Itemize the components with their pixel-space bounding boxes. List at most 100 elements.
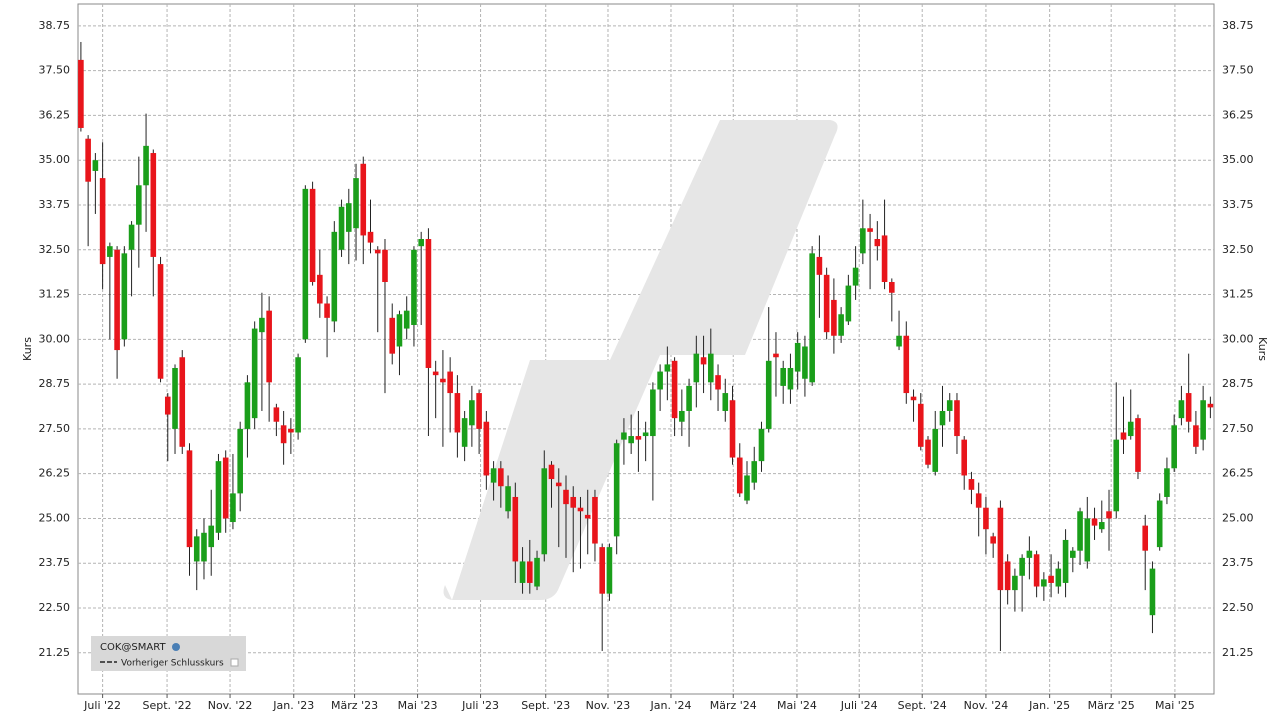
candle-body [548, 464, 555, 480]
candle-body [700, 357, 707, 365]
candle-body [932, 428, 939, 472]
candle-body [881, 235, 888, 283]
candle-body [505, 486, 511, 512]
legend-checkbox[interactable] [230, 658, 239, 667]
candle-body [961, 439, 968, 476]
candle-body [758, 428, 765, 462]
candle-body [787, 367, 794, 390]
candle-body [512, 496, 519, 562]
candle-body [1171, 425, 1177, 469]
candle-body [432, 371, 439, 376]
x-tick-label: Nov. '23 [586, 699, 631, 712]
candle-body [773, 353, 779, 358]
candle-body [128, 224, 135, 250]
y-tick-label: 23.75 [39, 556, 71, 569]
y2-tick-label: 25.00 [1222, 511, 1254, 524]
candle-body [852, 267, 859, 286]
y-tick-label: 32.50 [39, 243, 71, 256]
y-tick-label: 27.50 [39, 422, 71, 435]
candle-body [686, 385, 692, 411]
candle-body [1062, 539, 1069, 583]
candle-body [563, 489, 569, 505]
candle-body [251, 328, 258, 419]
candle-body [360, 163, 367, 236]
candle-body [302, 188, 309, 340]
candle-body [874, 239, 881, 247]
candle-body [765, 360, 772, 429]
y-tick-label: 37.50 [39, 64, 71, 77]
legend-box [91, 636, 246, 671]
candle-body [1098, 522, 1105, 530]
candle-body [1164, 468, 1170, 497]
candle-body [657, 371, 663, 390]
candle-body [78, 59, 84, 128]
candle-body [946, 400, 953, 411]
candle-body [403, 310, 410, 329]
y2-tick-label: 30.00 [1222, 332, 1254, 345]
candle-body [121, 253, 128, 340]
candle-body [99, 178, 106, 265]
candle-body [476, 393, 482, 429]
candle-body [671, 360, 678, 419]
y2-tick-label: 27.50 [1222, 422, 1254, 435]
candle-body [338, 206, 345, 250]
candle-body [1004, 561, 1011, 591]
candle-body [215, 461, 222, 533]
candle-body [642, 432, 649, 437]
candle-body [273, 407, 280, 422]
legend-symbol: COK@SMART [100, 642, 166, 653]
x-tick-label: Mai '24 [777, 699, 817, 712]
candle-body [107, 246, 113, 257]
candle-body [1041, 579, 1047, 587]
candle-body [280, 425, 287, 444]
candle-body [150, 153, 157, 257]
candle-body [157, 264, 164, 379]
y2-tick-label: 28.75 [1222, 377, 1254, 390]
candle-body [1033, 554, 1040, 587]
candle-body [968, 479, 975, 490]
candle-body [266, 310, 272, 383]
candle-body [1012, 575, 1018, 591]
candle-body [534, 557, 540, 587]
y2-tick-label: 38.75 [1222, 19, 1254, 32]
candle-body [1135, 418, 1141, 472]
candle-body [1084, 518, 1091, 562]
candle-body [295, 357, 301, 433]
candle-body [1120, 432, 1127, 440]
y2-tick-label: 32.50 [1222, 243, 1254, 256]
candle-body [519, 561, 526, 583]
candles [78, 41, 1214, 652]
candle-body [744, 475, 750, 501]
candle-body [237, 428, 243, 494]
candle-body [809, 253, 815, 383]
candle-body [418, 239, 424, 247]
candle-body [193, 536, 200, 562]
candle-body [954, 400, 960, 437]
candle-body [794, 342, 801, 372]
candle-body [606, 547, 613, 594]
candle-body [317, 274, 323, 304]
candle-body [143, 145, 149, 186]
legend-icon [172, 643, 180, 651]
y2-tick-label: 31.25 [1222, 288, 1254, 301]
y2-tick-label: 37.50 [1222, 64, 1254, 77]
candle-body [599, 547, 605, 594]
candle-body [729, 400, 736, 458]
candle-body [903, 335, 910, 394]
candle-body [425, 239, 432, 368]
candle-body [1149, 568, 1156, 616]
x-tick-label: Sept. '24 [898, 699, 947, 712]
candle-body [1048, 575, 1054, 583]
candle-body [461, 418, 468, 447]
candle-body [1106, 511, 1112, 519]
legend-line-label: Vorheriger Schlusskurs [121, 659, 224, 669]
candle-body [1055, 568, 1062, 587]
candle-body [411, 249, 417, 325]
y-tick-label: 35.00 [39, 153, 71, 166]
candle-body [244, 382, 251, 429]
x-tick-label: Mai '25 [1155, 699, 1195, 712]
y-tick-label: 25.00 [39, 511, 71, 524]
candle-body [222, 457, 229, 519]
candle-body [136, 185, 142, 225]
